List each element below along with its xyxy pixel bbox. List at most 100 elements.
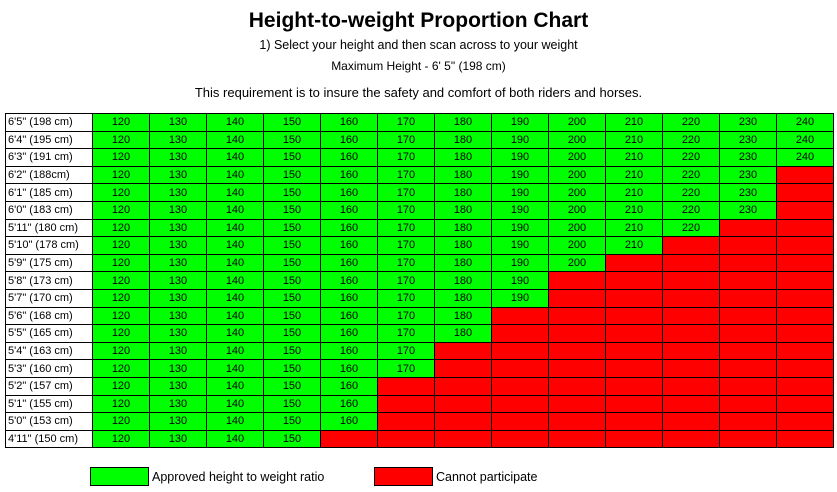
cannot-cell [548,394,606,414]
approved-cell: 150 [263,113,321,132]
table-row: 5'3" (160 cm) 120 130 140 150 160 170 [5,359,834,378]
cannot-cell [605,376,663,396]
table-row: 4'11" (150 cm) 120 130 140 150 [5,429,834,449]
approved-cell: 230 [719,148,777,167]
approved-cell: 210 [605,165,663,185]
approved-cell: 170 [377,236,435,255]
cannot-cell [491,376,549,396]
approved-cell: 190 [491,113,549,132]
cannot-cell [491,429,549,449]
max-height-text: Maximum Height - 6' 5" (198 cm) [331,59,506,73]
approved-cell: 220 [662,218,720,238]
approved-cell: 170 [377,341,435,361]
table-row: 5'4" (163 cm) 120 130 140 150 160 170 [5,341,834,361]
table-row: 5'9" (175 cm) 120 130 140 150 160 170 180 190 200 [5,253,834,273]
table-row: 5'5" (165 cm) 120 130 140 150 160 170 180 [5,324,834,343]
approved-cell: 170 [377,359,435,378]
approved-cell: 120 [92,200,150,220]
approved-cell: 170 [377,183,435,202]
approved-cell: 180 [434,218,492,238]
approved-cell: 130 [149,394,207,414]
approved-cell: 170 [377,200,435,220]
cannot-cell [605,306,663,326]
approved-cell: 160 [320,218,378,238]
height-label: 5'2" (157 cm) [5,376,93,396]
approved-cell: 140 [206,236,264,255]
cannot-cell [662,288,720,308]
approved-cell: 230 [719,165,777,185]
approved-cell: 130 [149,429,207,449]
approved-cell: 150 [263,148,321,167]
cannot-cell [434,376,492,396]
cannot-cell [776,218,834,238]
approved-cell: 190 [491,165,549,185]
approved-cell: 160 [320,200,378,220]
approved-cell: 130 [149,200,207,220]
cannot-cell [662,253,720,273]
approved-cell: 140 [206,394,264,414]
approved-cell: 220 [662,165,720,185]
cannot-cell [320,429,378,449]
approved-cell: 120 [92,253,150,273]
table-row: 6'4" (195 cm) 120 130 140 150 160 170 180 190 200… [5,130,834,150]
approved-cell: 160 [320,165,378,185]
approved-cell: 200 [548,183,606,202]
approved-cell: 160 [320,148,378,167]
approved-cell: 140 [206,288,264,308]
approved-cell: 180 [434,130,492,150]
cannot-cell [434,359,492,378]
table-row: 5'2" (157 cm) 120 130 140 150 160 [5,376,834,396]
approved-cell: 160 [320,113,378,132]
instruction-text: 1) Select your height and then scan acro… [259,38,578,52]
cannot-cell [662,412,720,431]
cannot-cell [719,429,777,449]
approved-cell: 170 [377,113,435,132]
cannot-cell [662,376,720,396]
height-label: 5'7" (170 cm) [5,288,93,308]
approved-cell: 120 [92,271,150,290]
height-label: 4'11" (150 cm) [5,429,93,449]
cannot-cell [548,271,606,290]
approved-cell: 150 [263,236,321,255]
legend-approved: Approved height to weight ratio [90,467,324,486]
approved-cell: 180 [434,113,492,132]
approved-cell: 230 [719,200,777,220]
cannot-cell [776,183,834,202]
table-row: 6'0" (183 cm) 120 130 140 150 160 170 180 190 200… [5,200,834,220]
cannot-cell [434,394,492,414]
approved-cell: 160 [320,376,378,396]
cannot-cell [776,288,834,308]
height-label: 5'11" (180 cm) [5,218,93,238]
approved-cell: 150 [263,306,321,326]
approved-cell: 140 [206,429,264,449]
approved-cell: 200 [548,253,606,273]
approved-cell: 170 [377,271,435,290]
cannot-cell [434,412,492,431]
approved-cell: 130 [149,253,207,273]
legend-cannot-label: Cannot participate [436,469,538,484]
table-row: 6'2" (188cm) 120 130 140 150 160 170 180 190 200 2… [5,165,834,185]
approved-cell: 150 [263,271,321,290]
approved-cell: 180 [434,306,492,326]
approved-cell: 140 [206,165,264,185]
height-label: 6'1" (185 cm) [5,183,93,202]
approved-cell: 160 [320,359,378,378]
cannot-cell [662,429,720,449]
approved-cell: 180 [434,165,492,185]
approved-cell: 140 [206,130,264,150]
cannot-cell [719,218,777,238]
table-row: 5'7" (170 cm) 120 130 140 150 160 170 180 190 [5,288,834,308]
cannot-cell [548,341,606,361]
cannot-cell [776,376,834,396]
table-row: 6'5" (198 cm) 120 130 140 150 160 170 180 190 200… [5,113,834,132]
cannot-cell [605,271,663,290]
cannot-cell [491,359,549,378]
approved-cell: 150 [263,359,321,378]
approved-cell: 150 [263,218,321,238]
approved-cell: 160 [320,412,378,431]
approved-cell: 150 [263,341,321,361]
cannot-cell [776,236,834,255]
approved-cell: 180 [434,271,492,290]
approved-cell: 180 [434,253,492,273]
approved-cell: 150 [263,288,321,308]
